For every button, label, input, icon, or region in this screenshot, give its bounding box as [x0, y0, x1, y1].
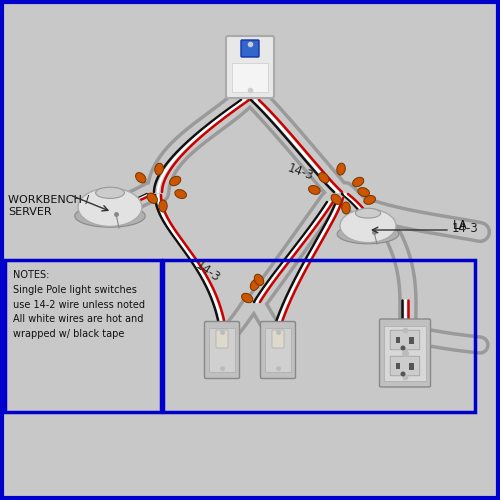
FancyBboxPatch shape [241, 40, 259, 57]
Bar [396, 337, 400, 343]
FancyBboxPatch shape [226, 36, 274, 98]
Ellipse shape [250, 279, 260, 290]
Bar [232, 63, 268, 92]
Bar [5, 260, 161, 412]
Ellipse shape [318, 172, 329, 183]
Text: NOTES:
Single Pole light switches
use 14-2 wire unless noted
All white wires are: NOTES: Single Pole light switches use 14… [13, 270, 145, 339]
Ellipse shape [170, 176, 181, 186]
Ellipse shape [159, 200, 167, 212]
FancyBboxPatch shape [204, 322, 240, 378]
Ellipse shape [242, 294, 253, 302]
Ellipse shape [96, 187, 124, 198]
FancyBboxPatch shape [390, 330, 420, 350]
Text: LA: LA [453, 219, 468, 232]
FancyBboxPatch shape [216, 330, 228, 348]
Ellipse shape [337, 163, 345, 175]
Bar [409, 363, 414, 370]
Ellipse shape [75, 205, 145, 227]
Bar [384, 326, 426, 380]
Ellipse shape [308, 186, 320, 194]
Circle shape [400, 372, 406, 376]
Ellipse shape [340, 209, 396, 242]
Ellipse shape [78, 188, 142, 226]
Ellipse shape [337, 224, 399, 244]
Bar [409, 337, 414, 344]
Ellipse shape [147, 193, 158, 203]
Text: 14-3: 14-3 [452, 222, 479, 234]
Ellipse shape [175, 190, 186, 198]
Ellipse shape [342, 202, 350, 214]
Bar [163, 260, 475, 412]
Ellipse shape [356, 208, 380, 218]
Ellipse shape [352, 178, 364, 186]
Text: WORKBENCH /
SERVER: WORKBENCH / SERVER [8, 195, 89, 216]
FancyBboxPatch shape [272, 330, 284, 348]
FancyBboxPatch shape [260, 322, 296, 378]
Text: 14-3: 14-3 [285, 162, 315, 182]
Bar [209, 328, 235, 372]
Ellipse shape [331, 194, 342, 204]
Ellipse shape [358, 188, 370, 196]
FancyBboxPatch shape [380, 319, 430, 387]
Bar [265, 328, 291, 372]
Ellipse shape [136, 172, 146, 183]
Text: 14-3: 14-3 [194, 259, 222, 285]
Ellipse shape [155, 163, 164, 175]
Bar [396, 363, 400, 369]
Circle shape [400, 346, 406, 350]
Ellipse shape [364, 196, 376, 204]
Ellipse shape [254, 274, 264, 285]
FancyBboxPatch shape [390, 356, 420, 376]
